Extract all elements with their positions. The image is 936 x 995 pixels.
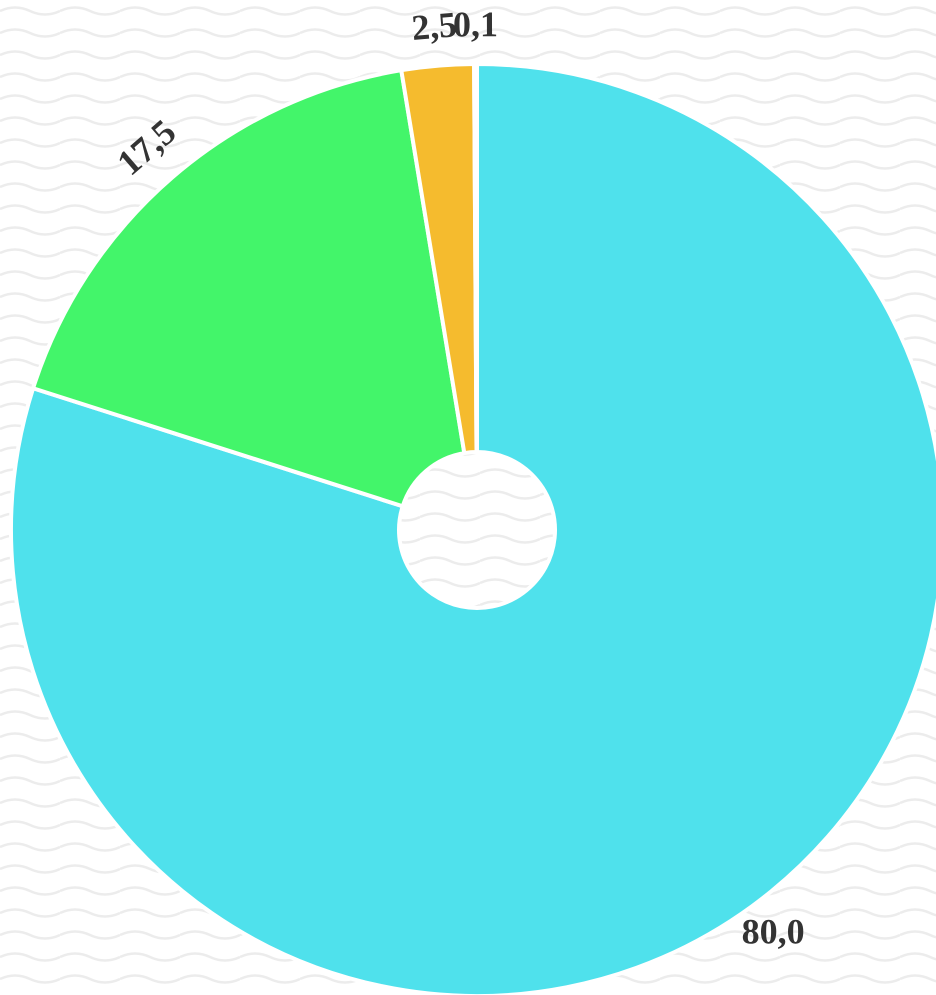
data-label: 80,0 bbox=[742, 912, 805, 952]
labels: 80,017,52,50,1 bbox=[110, 4, 805, 951]
slice bbox=[472, 61, 479, 455]
data-label: 0,1 bbox=[453, 4, 498, 44]
data-label: 2,5 bbox=[410, 4, 458, 48]
slice bbox=[9, 61, 936, 995]
slice bbox=[30, 67, 467, 509]
slices bbox=[9, 61, 936, 995]
